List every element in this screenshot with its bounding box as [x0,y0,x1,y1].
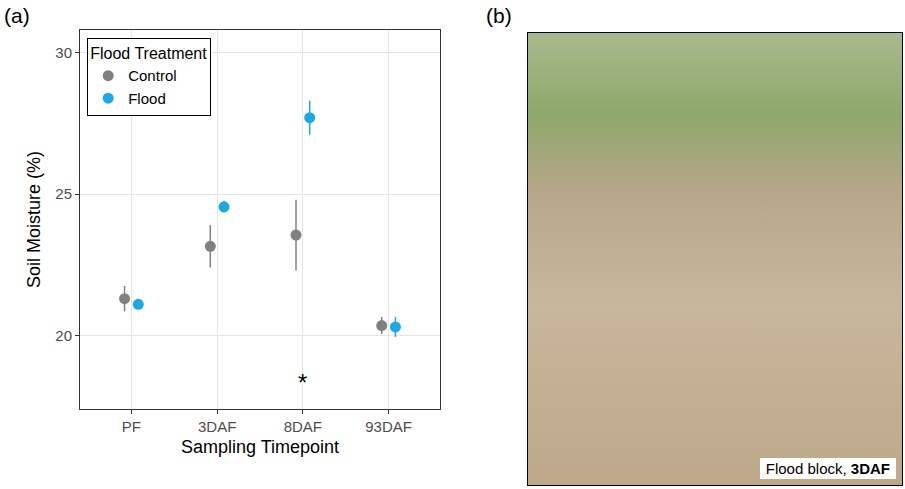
svg-text:3DAF: 3DAF [198,418,236,435]
svg-text:PF: PF [122,418,141,435]
html-text:Flood block, 3DAF: Flood block, 3DAF [765,460,890,477]
html-text:(b): (b) [486,4,512,27]
html-text:(a): (a) [4,4,30,27]
svg-text:Sampling Timepoint: Sampling Timepoint [181,437,339,457]
svg-text:Flood: Flood [128,90,166,107]
svg-text:Control: Control [128,67,176,84]
svg-text:8DAF: 8DAF [284,418,322,435]
svg-text:20: 20 [55,327,72,344]
svg-text:Soil Moisture (%): Soil Moisture (%) [24,151,44,288]
svg-text:Flood Treatment: Flood Treatment [90,45,207,62]
svg-text:25: 25 [55,185,72,202]
svg-text:93DAF: 93DAF [365,418,412,435]
svg-text:*: * [298,369,307,396]
svg-text:30: 30 [55,44,72,61]
